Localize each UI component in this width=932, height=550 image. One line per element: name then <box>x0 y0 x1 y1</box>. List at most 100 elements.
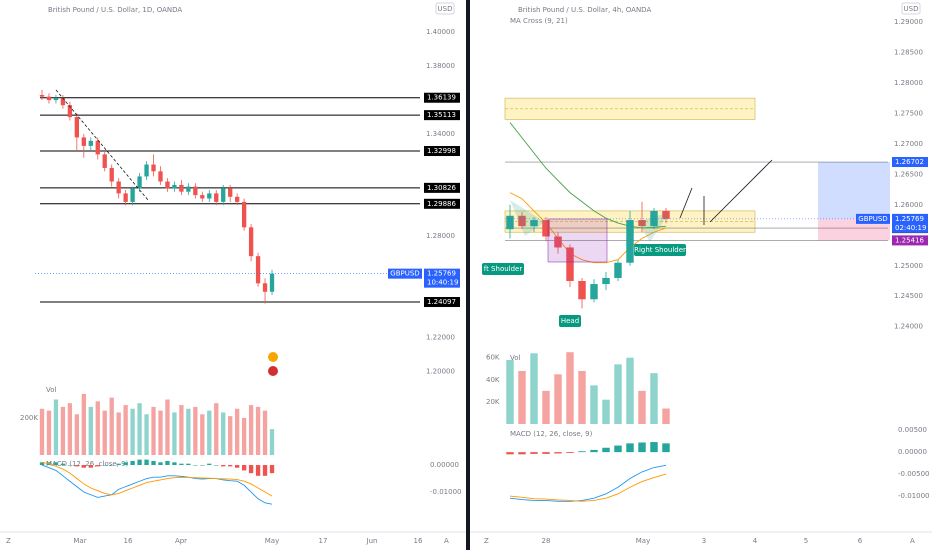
candle-body <box>53 98 59 101</box>
currency-button-label: USD <box>904 5 919 13</box>
macd-histogram-bar <box>650 442 658 453</box>
volume-bar <box>102 410 107 455</box>
macd-histogram-bar <box>221 465 226 467</box>
event-icon <box>268 366 278 376</box>
volume-bar <box>46 410 52 455</box>
zoom-button[interactable]: Z <box>6 537 11 545</box>
candle-body <box>172 184 177 189</box>
level-label-box <box>424 92 460 103</box>
candle-body <box>137 176 142 189</box>
y-tick-label: 1.26500 <box>894 170 923 178</box>
macd-histogram-bar <box>193 465 198 466</box>
y-tick-label: 1.34000 <box>426 130 455 138</box>
candle-body <box>228 188 233 197</box>
pattern-label-box <box>482 263 524 275</box>
volume-bar <box>172 412 177 455</box>
candle-body <box>650 210 658 227</box>
candle-body <box>262 283 268 292</box>
macd-histogram-bar <box>248 465 254 474</box>
volume-bar <box>137 403 142 455</box>
volume-bar <box>39 408 45 455</box>
auto-button[interactable]: A <box>444 537 449 545</box>
macd-histogram-bar <box>207 463 212 466</box>
x-tick-label: 5 <box>804 537 808 545</box>
candle-body <box>130 188 135 202</box>
countdown: 02:40:19 <box>895 224 926 232</box>
macd-histogram-bar <box>662 443 670 453</box>
macd-histogram-bar <box>234 465 240 468</box>
candle-body <box>269 273 275 292</box>
macd-histogram-bar <box>530 452 538 454</box>
right-panel: British Pound / U.S. Dollar, 4h, OANDA MA… <box>470 2 932 545</box>
volume-bar <box>518 370 526 424</box>
candle-body <box>614 262 622 278</box>
x-tick-label: 4 <box>753 537 758 545</box>
volume-bar <box>95 401 100 455</box>
x-tick-label: 3 <box>702 537 706 545</box>
macd-histogram-bar <box>102 465 107 466</box>
volume-bar <box>590 385 598 424</box>
macd-histogram-bar <box>542 452 550 454</box>
candle-body <box>554 236 562 248</box>
y-tick-label: 1.28000 <box>426 232 455 240</box>
macd-tick-label: 0.00500 <box>898 426 927 434</box>
auto-button[interactable]: A <box>910 537 915 545</box>
x-tick-label: 28 <box>542 537 551 545</box>
y-tick-label: 1.24500 <box>894 292 923 300</box>
candle-body <box>518 215 526 227</box>
volume-bar <box>234 408 240 455</box>
projection-arrow <box>709 159 773 223</box>
currency-button[interactable] <box>435 2 455 15</box>
zoom-button[interactable]: Z <box>484 537 489 545</box>
candle-body <box>200 195 205 199</box>
volume-bar <box>542 390 550 424</box>
candle-body <box>542 220 550 237</box>
candle-body <box>39 95 45 97</box>
volume-bar <box>151 406 156 455</box>
volume-bar <box>116 412 121 455</box>
y-tick-label: 1.40000 <box>426 28 455 36</box>
macd-histogram-bar <box>123 462 128 466</box>
target-zone <box>818 162 890 219</box>
volume-bar <box>578 370 586 424</box>
volume-bar <box>638 390 646 424</box>
y-tick-label: 1.28500 <box>894 48 923 56</box>
macd-histogram-bar <box>214 465 219 466</box>
macd-histogram-bar <box>518 452 526 455</box>
x-tick-label: May <box>636 537 650 545</box>
macd-label: MACD (12, 26, close, 9) <box>510 430 593 438</box>
level-label: 1.25416 <box>895 236 924 244</box>
x-tick-label: 17 <box>319 537 328 545</box>
macd-histogram-bar <box>590 449 598 453</box>
x-tick-label: Mar <box>73 537 86 545</box>
candle-body <box>95 140 100 155</box>
candle-body <box>566 247 574 281</box>
level-label-box <box>424 198 460 209</box>
level-label: 1.35113 <box>427 111 456 119</box>
macd-histogram-bar <box>614 445 622 453</box>
candle-body <box>46 96 52 101</box>
level-label-box <box>424 110 460 121</box>
candle-body <box>590 284 598 300</box>
volume-tick-label: 40K <box>486 376 500 384</box>
macd-histogram-bar <box>158 462 163 466</box>
macd-histogram-bar <box>200 465 205 466</box>
volume-bar <box>614 364 622 424</box>
volume-label: Vol <box>510 354 521 362</box>
macd-histogram-bar <box>228 465 233 467</box>
moving-average <box>509 122 667 229</box>
macd-histogram-bar <box>566 452 574 454</box>
y-tick-label: 1.27500 <box>894 109 923 117</box>
candle-body <box>109 167 114 182</box>
candle-body <box>578 280 586 300</box>
macd-histogram-bar <box>60 463 66 466</box>
candle-body <box>144 164 149 177</box>
currency-button[interactable] <box>901 2 921 15</box>
countdown: 10:40:19 <box>427 279 458 287</box>
candle-body <box>255 256 261 284</box>
candle-body <box>158 171 163 182</box>
indicator-label: MA Cross (9, 21) <box>510 17 568 25</box>
volume-bar <box>158 410 163 455</box>
volume-tick-label: 60K <box>486 354 500 362</box>
candle-body <box>626 220 634 263</box>
